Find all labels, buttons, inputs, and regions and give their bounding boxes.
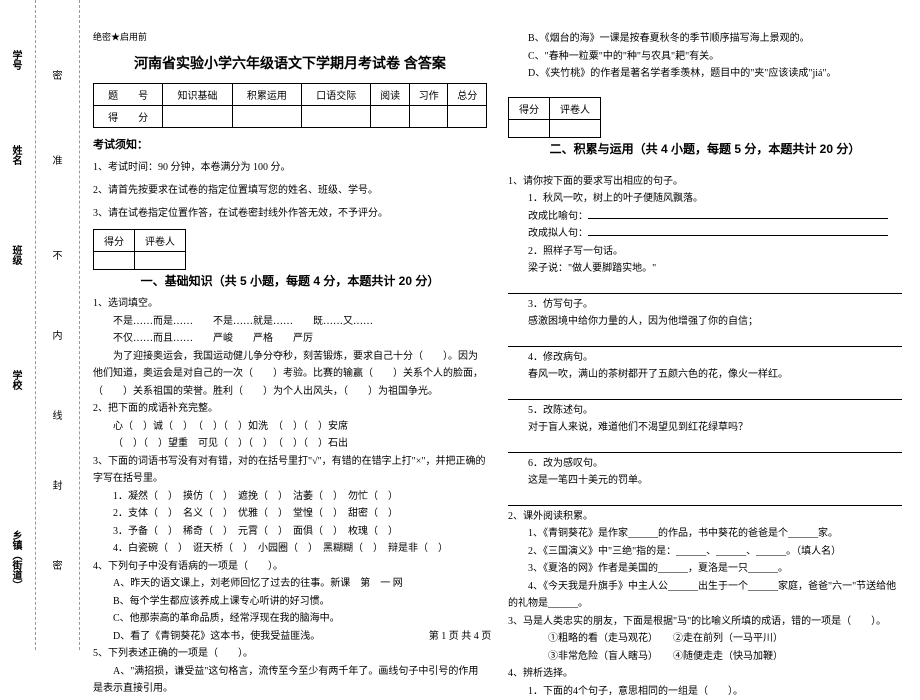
p2q4: 4、辨析选择。 1．下面的4个句子，意思相同的一组是（ ）。 [508, 665, 902, 700]
th: 口语交际 [302, 84, 371, 106]
label-name: 姓名 [8, 145, 23, 165]
score-table: 题 号 知识基础 积累运用 口语交际 阅读 习作 总分 得 分 [93, 83, 487, 128]
q3: 3、下面的词语书写没有对有错，对的在括号里打"√"，有错的在错字上打"×"，并把… [93, 453, 487, 558]
p2q2: 2、课外阅读积累。 1、《青铜葵花》是作家______的作品，书中葵花的爸爸是个… [508, 508, 902, 613]
secret-label: 绝密★启用前 [93, 30, 487, 43]
cut-label: 密 [48, 560, 63, 570]
binding-margin: 学号 姓名 班级 学校 乡镇（街道） 密 准 不 内 线 封 密 [0, 0, 80, 650]
part2-title: 二、积累与运用（共 4 小题，每题 5 分，本题共计 20 分） [508, 140, 902, 157]
cut-label: 线 [48, 410, 63, 420]
q5-cont: B、《烟台的海》一课是按春夏秋冬的季节顺序描写海上景观的。 C、"春种一粒粟"中… [508, 30, 902, 83]
q5: 5、下列表述正确的一项是（ ）。 A、"满招损，谦受益"这句格言，流传至今至少有… [93, 645, 487, 698]
label-school: 学校 [8, 370, 23, 390]
notice-item: 3、请在试卷指定位置作答，在试卷密封线外作答无效，不予评分。 [93, 204, 487, 223]
q1: 1、选词填空。 不是……而是…… 不是……就是…… 既……又…… 不仅……而且…… [93, 295, 487, 400]
notice-item: 1、考试时间：90 分钟，本卷满分为 100 分。 [93, 158, 487, 177]
cut-label: 内 [48, 330, 63, 340]
th: 总分 [448, 84, 487, 106]
part1-title: 一、基础知识（共 5 小题，每题 4 分，本题共计 20 分） [93, 272, 487, 289]
exam-title: 河南省实验小学六年级语文下学期月考试卷 含答案 [93, 53, 487, 73]
page-footer: 第 1 页 共 4 页 [0, 627, 920, 642]
left-column: 绝密★启用前 河南省实验小学六年级语文下学期月考试卷 含答案 题 号 知识基础 … [85, 30, 495, 698]
th: 题 号 [94, 84, 163, 106]
label-id: 学号 [8, 50, 23, 70]
row-label: 得 分 [94, 106, 163, 128]
grader-table: 得分评卷人 [508, 97, 601, 138]
right-column: B、《烟台的海》一课是按春夏秋冬的季节顺序描写海上景观的。 C、"春种一粒粟"中… [500, 30, 910, 700]
cut-label: 封 [48, 480, 63, 490]
cut-label: 密 [48, 70, 63, 80]
th: 阅读 [371, 84, 410, 106]
p2q1: 1、请你按下面的要求写出相应的句子。 1．秋风一吹，树上的叶子便随风飘落。 改成… [508, 173, 902, 506]
q2: 2、把下面的成语补充完整。 心（ ）诚（ ） （ ）（ ）如洗 （ ）（ ）安席… [93, 400, 487, 453]
cut-label: 不 [48, 250, 63, 260]
th: 习作 [409, 84, 448, 106]
cut-label: 准 [48, 155, 63, 165]
notice-item: 2、请首先按要求在试卷的指定位置填写您的姓名、班级、学号。 [93, 181, 487, 200]
grader-table: 得分评卷人 [93, 229, 186, 270]
label-town: 乡镇（街道） [8, 530, 23, 590]
label-class: 班级 [8, 245, 23, 265]
th: 知识基础 [163, 84, 232, 106]
th: 积累运用 [232, 84, 301, 106]
notice-title: 考试须知： [93, 136, 487, 152]
